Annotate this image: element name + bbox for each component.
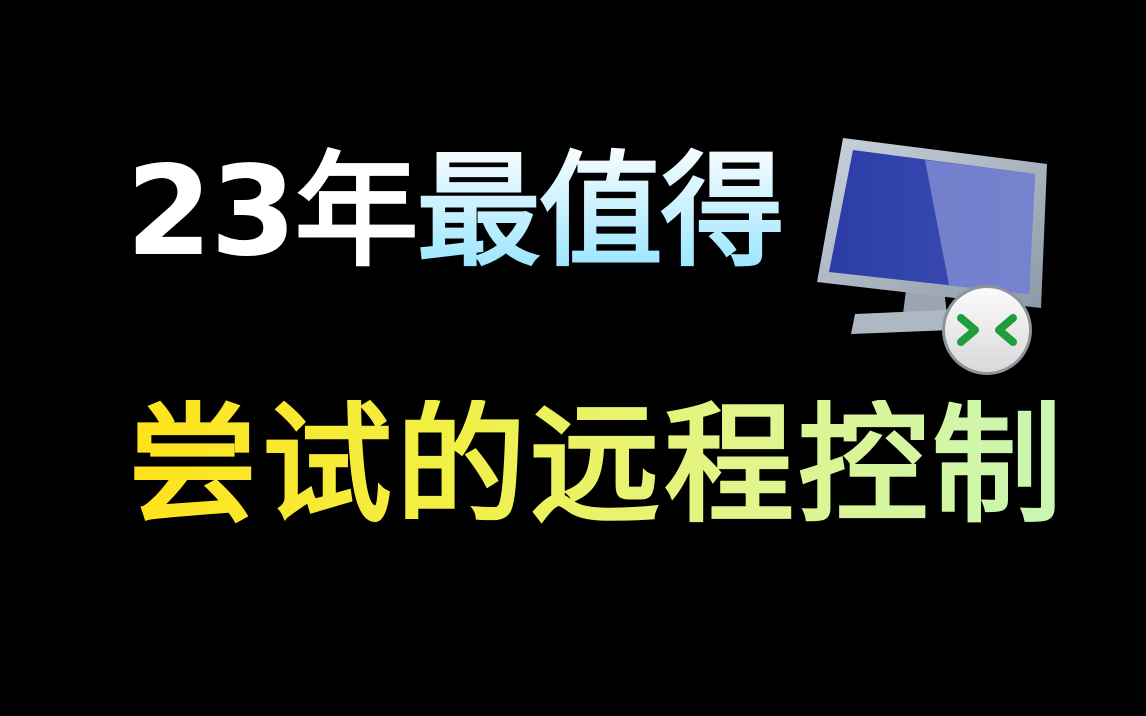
title-line-1: 23年最值得 [126, 150, 785, 274]
title-highlight: 最值得 [416, 140, 785, 284]
remote-desktop-icon [817, 138, 1047, 375]
title-line-2: 尝试的远程控制 [128, 389, 1067, 541]
title-year: 23年 [126, 140, 419, 284]
